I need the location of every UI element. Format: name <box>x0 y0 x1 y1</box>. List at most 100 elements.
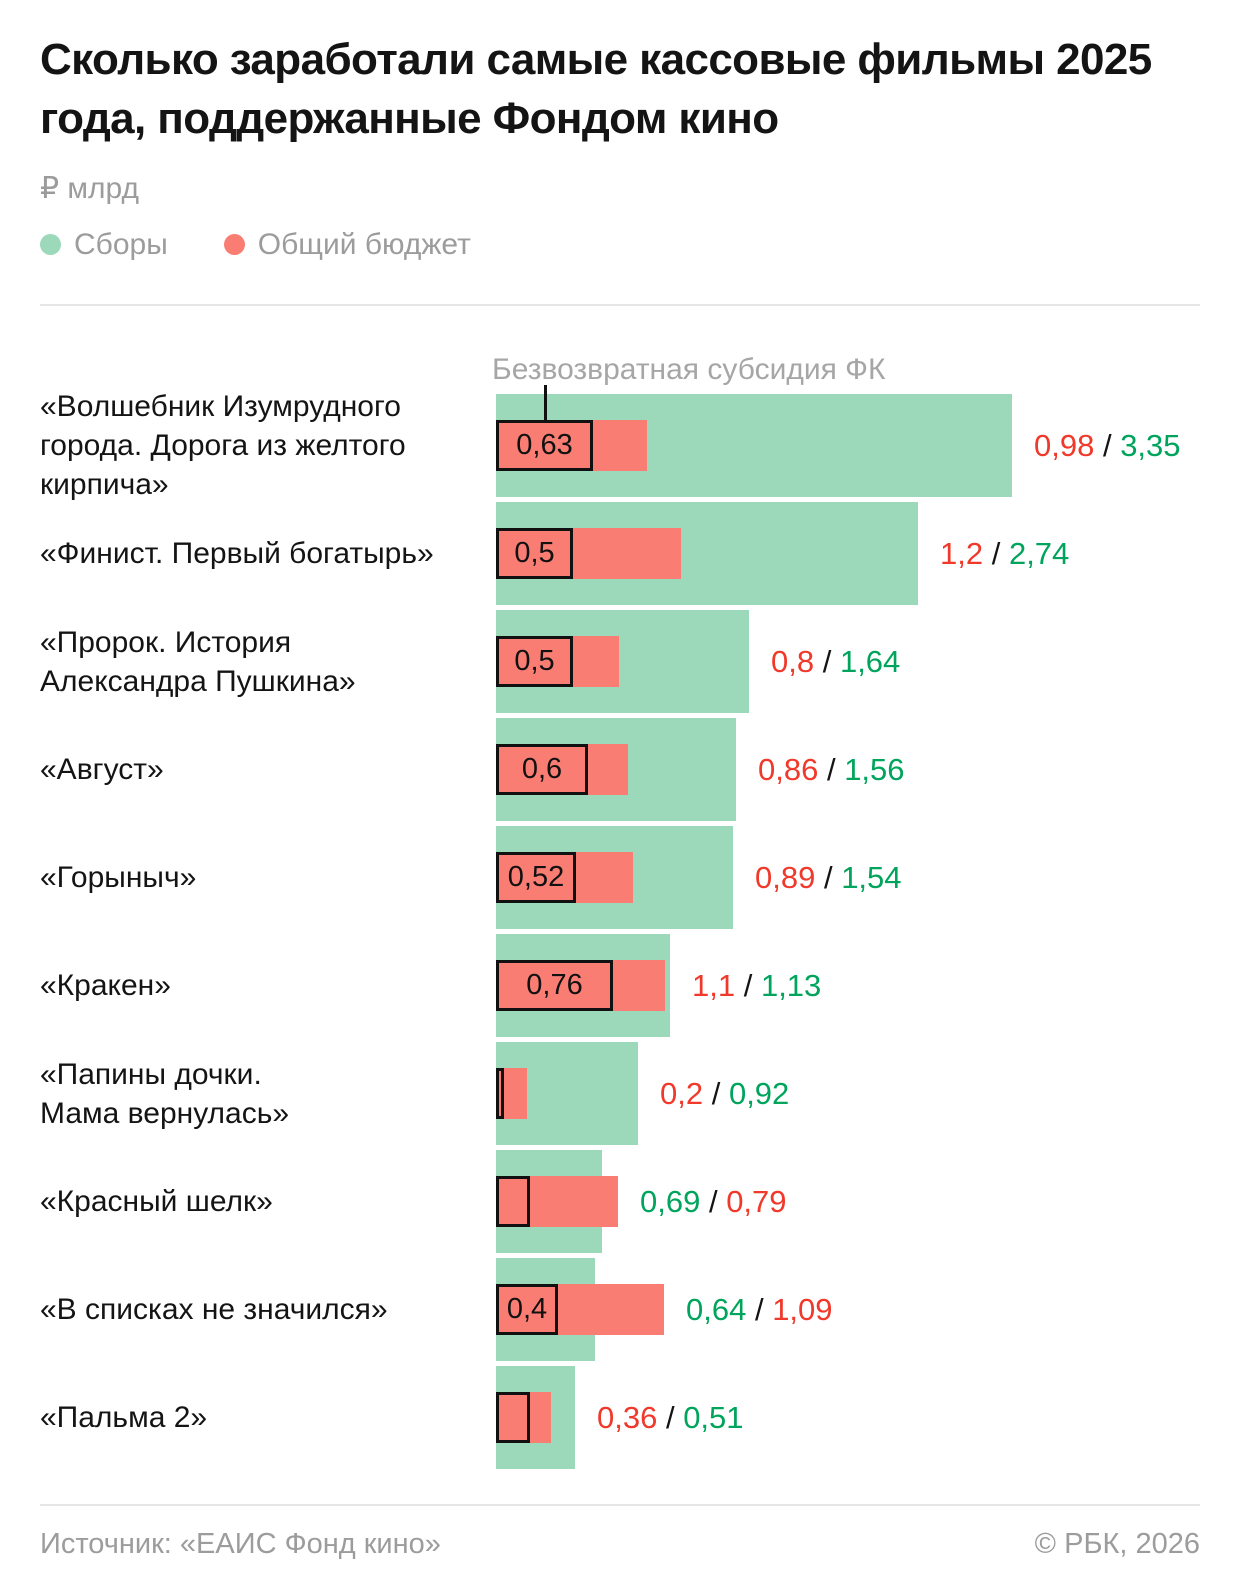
budget-value: 1,09 <box>772 1291 833 1327</box>
row-values: 0,2 / 0,92 <box>660 1042 789 1145</box>
footer-copyright: © РБК, 2026 <box>1034 1528 1200 1560</box>
budget-bar <box>496 528 681 579</box>
subsidy-value: 0,52 <box>507 861 565 893</box>
box-office-value: 0,92 <box>728 1075 790 1111</box>
value-separator: / <box>983 535 1009 571</box>
box-office-value: 1,54 <box>841 859 902 895</box>
subsidy-box: 0,63 <box>496 420 593 471</box>
film-title-label: «Пророк. История Александра Пушкина» <box>40 625 356 698</box>
budget-bar <box>496 1284 664 1335</box>
subsidy-box: 0,5 <box>496 636 573 687</box>
value-separator: / <box>735 967 761 1003</box>
legend-label-collections: Сборы <box>74 228 168 261</box>
row-values: 0,89 / 1,54 <box>755 826 902 929</box>
value-separator: / <box>814 643 840 679</box>
budget-value: 0,79 <box>726 1183 787 1219</box>
value-separator: / <box>1094 427 1121 463</box>
chart-row: «Папины дочки. Мама вернулась» 0,2 / 0,92 <box>40 1042 1200 1145</box>
film-title-label: «В списках не значился» <box>40 1293 388 1326</box>
subsidy-value: 0,63 <box>516 429 573 461</box>
budget-value: 0,36 <box>597 1399 658 1435</box>
row-values: 0,69 / 0,79 <box>640 1150 787 1253</box>
subsidy-box <box>496 1392 530 1443</box>
budget-bar <box>496 420 647 471</box>
budget-bar <box>496 852 633 903</box>
footer-source: Источник: «ЕАИС Фонд кино» <box>40 1528 441 1560</box>
film-title-label: «Волшебник Изумрудного города. Дорога из… <box>40 390 406 501</box>
box-office-value: 1,56 <box>844 751 905 787</box>
value-separator: / <box>700 1183 727 1219</box>
legend-dot-collections-icon <box>40 234 61 255</box>
row-values: 0,36 / 0,51 <box>597 1366 744 1469</box>
chart-row: «Пророк. История Александра Пушкина» 0,5 0… <box>40 610 1200 713</box>
bar-chart: Безвозвратная субсидия ФК «Волшебник Изу… <box>40 351 1200 1469</box>
subsidy-annotation-line <box>544 385 547 423</box>
value-separator: / <box>657 1399 684 1435</box>
subsidy-box: 0,76 <box>496 960 613 1011</box>
footer: Источник: «ЕАИС Фонд кино» © РБК, 2026 <box>40 1528 1200 1561</box>
budget-value: 1,2 <box>940 535 984 571</box>
budget-bar <box>496 636 619 687</box>
chart-row: «Финист. Первый богатырь» 0,5 1,2 / 2,74 <box>40 502 1200 605</box>
subsidy-box: 0,4 <box>496 1284 558 1335</box>
subsidy-value: 0,76 <box>526 969 583 1001</box>
film-title-label: «Красный шелк» <box>40 1185 273 1218</box>
film-title-label: «Финист. Первый богатырь» <box>40 537 434 570</box>
budget-value: 0,89 <box>755 859 816 895</box>
chart-row: «Горыныч» 0,52 0,89 / 1,54 <box>40 826 1200 929</box>
legend-label-budget: Общий бюджет <box>257 228 471 261</box>
budget-bar <box>496 960 665 1011</box>
subsidy-box <box>496 1068 504 1119</box>
box-office-value: 2,74 <box>1008 535 1070 571</box>
chart-row: «Волшебник Изумрудного города. Дорога из… <box>40 390 1200 501</box>
chart-row: «Пальма 2» 0,36 / 0,51 <box>40 1366 1200 1469</box>
box-office-value: 0,69 <box>640 1183 701 1219</box>
value-separator: / <box>703 1075 729 1111</box>
budget-value: 1,1 <box>692 967 736 1003</box>
value-separator: / <box>746 1291 773 1327</box>
legend: Сборы Общий бюджет <box>40 226 1200 263</box>
budget-bar <box>496 1392 551 1443</box>
budget-bar <box>496 1176 618 1227</box>
film-title-label: «Кракен» <box>40 969 171 1002</box>
subsidy-box: 0,6 <box>496 744 588 795</box>
box-office-value: 3,35 <box>1120 427 1181 463</box>
film-title-label: «Пальма 2» <box>40 1401 208 1434</box>
subsidy-box <box>496 1176 530 1227</box>
row-values: 0,8 / 1,64 <box>771 610 900 713</box>
budget-value: 0,86 <box>758 751 819 787</box>
film-title-label: «Горыныч» <box>40 861 197 894</box>
box-office-value: 0,64 <box>686 1291 747 1327</box>
budget-value: 0,98 <box>1034 427 1095 463</box>
subsidy-value: 0,5 <box>514 645 555 677</box>
row-values: 0,64 / 1,09 <box>686 1258 833 1361</box>
chart-row: «Красный шелк» 0,69 / 0,79 <box>40 1150 1200 1253</box>
row-values: 1,1 / 1,13 <box>692 934 821 1037</box>
row-values: 0,86 / 1,56 <box>758 718 905 821</box>
row-values: 1,2 / 2,74 <box>940 502 1069 605</box>
subsidy-value: 0,4 <box>506 1293 548 1325</box>
subsidy-box: 0,5 <box>496 528 573 579</box>
subsidy-value: 0,5 <box>514 537 555 569</box>
box-office-value: 0,51 <box>683 1399 744 1435</box>
subsidy-box: 0,52 <box>496 852 576 903</box>
subsidy-annotation-label: Безвозвратная субсидия ФК <box>492 353 886 386</box>
legend-item-collections: Сборы <box>40 226 168 263</box>
budget-bar <box>496 744 628 795</box>
value-separator: / <box>818 751 845 787</box>
page-title: Сколько заработали самые кассовые фильмы… <box>40 35 1152 143</box>
film-title-label: «Папины дочки. Мама вернулась» <box>40 1057 290 1130</box>
box-office-value: 1,13 <box>760 967 822 1003</box>
budget-value: 0,8 <box>771 643 815 679</box>
top-divider <box>40 304 1200 306</box>
subsidy-value: 0,6 <box>521 753 563 785</box>
legend-dot-budget-icon <box>223 234 245 255</box>
units-label: ₽ млрд <box>40 172 140 205</box>
chart-rows: «Волшебник Изумрудного города. Дорога из… <box>40 390 1200 1469</box>
legend-item-budget: Общий бюджет <box>223 226 471 263</box>
bottom-divider <box>40 1504 1200 1506</box>
chart-row: «В списках не значился» 0,4 0,64 / 1,09 <box>40 1258 1200 1361</box>
row-values: 0,98 / 3,35 <box>1034 394 1181 497</box>
chart-row: «Август» 0,6 0,86 / 1,56 <box>40 718 1200 821</box>
